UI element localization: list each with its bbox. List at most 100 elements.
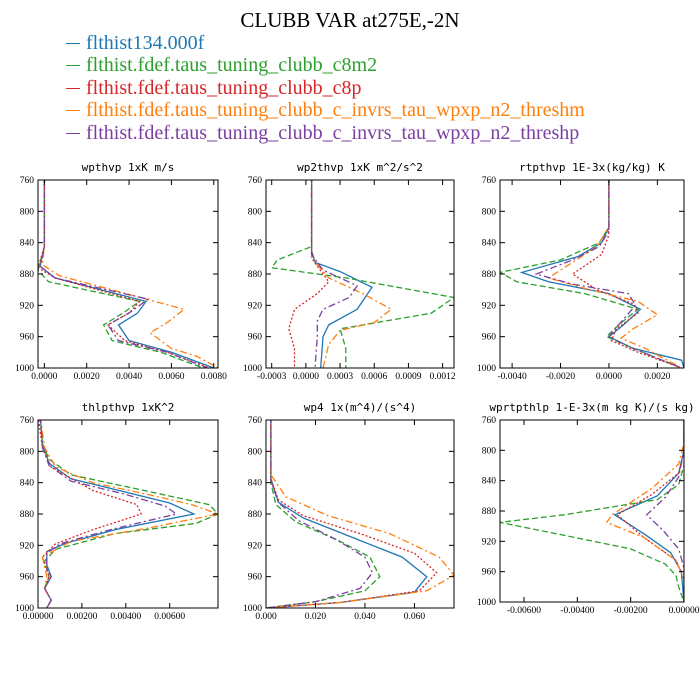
legend-swatch: [66, 87, 80, 89]
series-line: [39, 180, 215, 368]
y-tick-label: 880: [482, 507, 497, 517]
y-tick-label: 760: [482, 416, 497, 426]
y-tick-label: 960: [482, 333, 497, 343]
legend: flthist134.000f flthist.fdef.taus_tuning…: [66, 32, 585, 145]
series-line: [39, 420, 218, 608]
series-line: [38, 180, 204, 368]
y-tick-label: 760: [20, 176, 35, 186]
y-tick-label: 880: [20, 270, 35, 280]
y-tick-label: 920: [248, 301, 263, 311]
y-tick-label: 760: [248, 176, 263, 186]
panel-title: rtpthvp 1E-3x(kg/kg) K: [519, 161, 665, 174]
series-line: [534, 180, 682, 368]
x-tick-label: -0.0040: [497, 372, 527, 382]
legend-label: flthist.fdef.taus_tuning_clubb_c_invrs_t…: [86, 121, 580, 144]
y-tick-label: 880: [248, 510, 263, 520]
y-tick-label: 800: [20, 207, 35, 217]
figure-title: CLUBB VAR at275E,-2N: [240, 8, 460, 32]
plot-frame: [265, 179, 455, 369]
legend-swatch: [66, 110, 80, 112]
x-tick-label: 0.040: [354, 612, 376, 622]
chart-panel: rtpthvp 1E-3x(kg/kg) K 760 800 840 880 920 960…: [477, 161, 685, 382]
y-tick-label: 960: [248, 333, 263, 343]
y-tick-label: 760: [248, 416, 263, 426]
series-line: [605, 420, 684, 602]
x-tick-label: 0.0020: [74, 372, 100, 382]
legend-label: flthist.fdef.taus_tuning_clubb_c8m2: [86, 54, 378, 77]
y-tick-label: 1000: [15, 364, 34, 374]
series-line: [616, 420, 684, 602]
x-tick-label: 0.00000: [23, 612, 54, 622]
x-tick-label: 0.00600: [154, 612, 185, 622]
y-tick-label: 840: [20, 479, 35, 489]
y-tick-label: 920: [482, 301, 497, 311]
y-tick-label: 1000: [243, 604, 262, 614]
y-tick-label: 960: [20, 573, 35, 583]
series-line: [38, 180, 210, 368]
series-line: [266, 420, 428, 608]
y-tick-label: 920: [20, 301, 35, 311]
y-tick-label: 760: [482, 176, 497, 186]
series-line: [266, 420, 454, 608]
series-line: [288, 180, 330, 368]
chart-panel: wp2thvp 1xK m^2/s^2 760 800 840 880 920 960 100…: [243, 161, 456, 382]
y-tick-label: 1000: [477, 598, 496, 608]
y-tick-label: 1000: [15, 604, 34, 614]
y-tick-label: 840: [482, 239, 497, 249]
y-tick-label: 960: [20, 333, 35, 343]
x-tick-label: 0.0006: [361, 372, 387, 382]
x-tick-label: 0.0003: [327, 372, 353, 382]
series-line: [613, 420, 684, 602]
series-line: [266, 420, 374, 608]
x-tick-label: 0.0060: [158, 372, 184, 382]
y-tick-label: 800: [482, 207, 497, 217]
y-tick-label: 920: [482, 537, 497, 547]
y-tick-label: 800: [482, 446, 497, 456]
x-tick-label: 0.0009: [395, 372, 421, 382]
y-tick-label: 960: [482, 568, 497, 578]
legend-swatch: [66, 65, 80, 67]
x-tick-label: 0.060: [404, 612, 426, 622]
x-tick-label: 0.000: [255, 612, 277, 622]
x-tick-label: 0.0000: [293, 372, 319, 382]
series-line: [39, 420, 178, 608]
y-tick-label: 1000: [477, 364, 496, 374]
series-line: [39, 420, 197, 608]
x-tick-label: 0.00200: [66, 612, 97, 622]
legend-label: flthist.fdef.taus_tuning_clubb_c8p: [86, 76, 362, 99]
panel-title: wpthvp 1xK m/s: [82, 161, 175, 174]
legend-item: flthist134.000f: [66, 32, 585, 55]
y-tick-label: 840: [248, 479, 263, 489]
panel-title: thlpthvp 1xK^2: [82, 401, 175, 414]
legend-item: flthist.fdef.taus_tuning_clubb_c8m2: [66, 54, 585, 78]
series-line: [310, 180, 359, 368]
y-tick-label: 800: [248, 447, 263, 457]
panel-title: wprtpthlp 1-E-3x(m kg K)/(s kg): [489, 401, 694, 414]
chart-panel: wprtpthlp 1-E-3x(m kg K)/(s kg) 760 800 840…: [477, 401, 700, 616]
y-tick-label: 920: [248, 541, 263, 551]
y-tick-label: 880: [20, 510, 35, 520]
x-tick-label: 0.0000: [31, 372, 57, 382]
y-tick-label: 840: [482, 477, 497, 487]
x-tick-label: 0.0040: [116, 372, 142, 382]
x-tick-label: -0.0003: [257, 372, 287, 382]
x-tick-label: 0.00000: [669, 606, 700, 616]
y-tick-label: 800: [248, 207, 263, 217]
x-tick-label: -0.00400: [560, 606, 594, 616]
chart-panel: thlpthvp 1xK^276080084088092096010000.00…: [15, 401, 219, 622]
y-tick-label: 800: [20, 447, 35, 457]
series-line: [38, 420, 143, 608]
x-tick-label: 0.0020: [644, 372, 670, 382]
series-line: [500, 420, 684, 602]
chart-panel: wpthvp 1xK m/s76080084088092096010000.00…: [15, 161, 227, 382]
legend-item: flthist.fdef.taus_tuning_clubb_c_invrs_t…: [66, 122, 585, 145]
legend-label: flthist134.000f: [86, 31, 205, 54]
legend-swatch: [66, 132, 80, 134]
y-tick-label: 880: [482, 270, 497, 280]
series-line: [519, 180, 684, 368]
x-tick-label: 0.00400: [110, 612, 141, 622]
series-line: [270, 180, 454, 368]
series-line: [310, 180, 393, 368]
series-line: [41, 180, 218, 368]
series-line: [571, 180, 682, 368]
